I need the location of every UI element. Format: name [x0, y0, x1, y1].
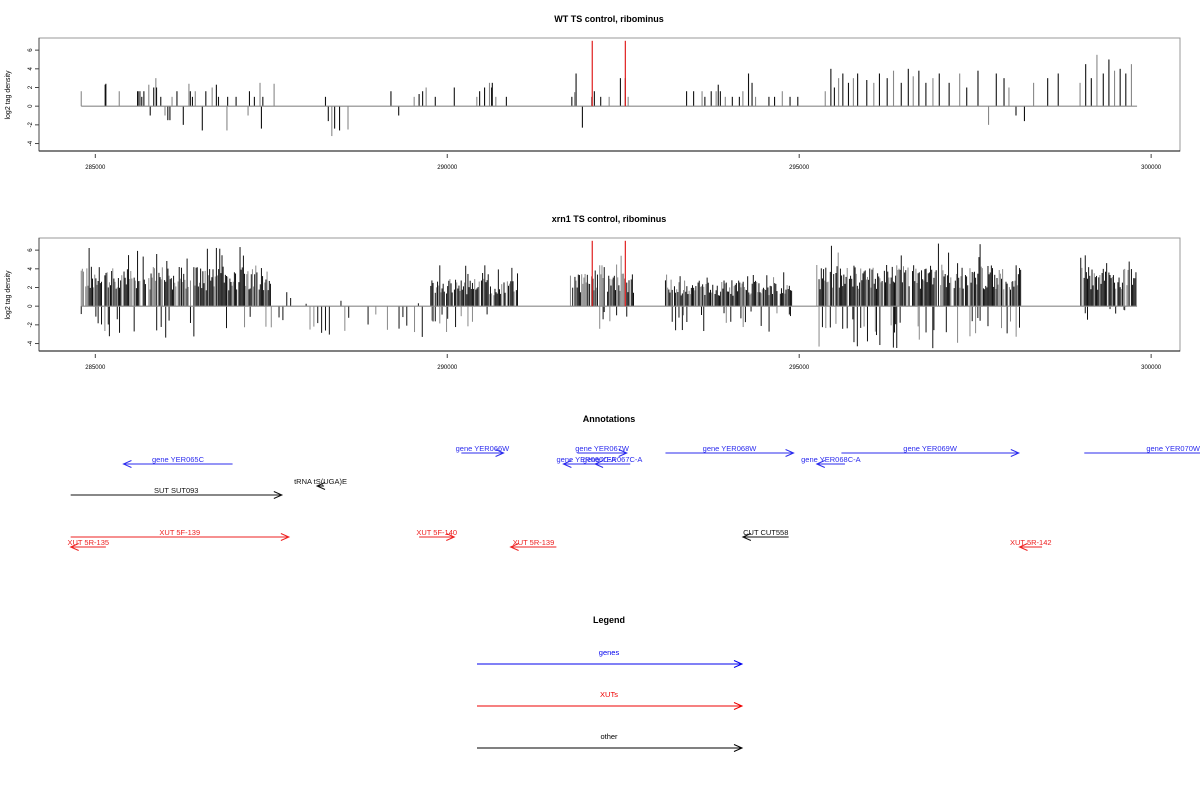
feature-label: gene YER068W	[703, 444, 758, 453]
y-tick-label: -2	[28, 322, 34, 328]
annotation-feature[interactable]: CUT CUT558	[741, 528, 789, 541]
x-tick-label: 300000	[1141, 365, 1162, 371]
arrow-head-right-icon	[273, 491, 284, 499]
feature-label: gene YER068C-A	[801, 455, 860, 464]
bars	[80, 40, 1138, 137]
arrow-head-right-icon	[280, 533, 291, 541]
annotation-feature[interactable]: gene YER068W	[665, 444, 795, 457]
y-tick-label: 6	[28, 248, 34, 252]
annotation-feature[interactable]: XUT 5R-135	[67, 538, 109, 551]
annotation-feature[interactable]: XUT 5R-142	[1010, 538, 1052, 551]
feature-label: XUT 5F-139	[159, 528, 200, 537]
arrow-head-right-icon	[446, 533, 456, 541]
x-tick-label: 285000	[85, 365, 106, 371]
annotation-feature[interactable]: gene YER069W	[841, 444, 1021, 457]
plot-title: WT TS control, ribominus	[554, 14, 664, 24]
annotation-feature[interactable]: gene YER067C-A	[583, 455, 642, 468]
feature-label: gene YER070W	[1146, 444, 1200, 453]
bars	[80, 240, 1138, 349]
feature-label: gene YER065C	[152, 455, 205, 464]
arrow-head-right-icon	[618, 449, 628, 457]
x-tick-label: 295000	[789, 165, 810, 171]
plot-xrn1: xrn1 TS control, ribominus log2 tag dens…	[5, 214, 1181, 371]
annotation-feature[interactable]: gene YER066W	[456, 444, 511, 457]
arrow-head-left-icon	[122, 460, 132, 468]
feature-label: tRNA tS(UGA)E	[294, 477, 347, 486]
feature-label: gene YER069W	[903, 444, 958, 453]
axes: -4 -2 0 2 4 6 285000 290000 295000 300000	[28, 237, 1181, 371]
y-tick-label: 4	[28, 266, 34, 270]
legend-item: other	[477, 732, 744, 752]
y-tick-label: 6	[28, 48, 34, 52]
arrow-head-left-icon	[509, 543, 519, 551]
arrow-head-right-icon	[733, 702, 744, 710]
arrow-head-right-icon	[733, 744, 744, 752]
y-tick-label: -4	[28, 140, 34, 146]
feature-label: XUT 5F-140	[416, 528, 457, 537]
legend-label: genes	[599, 648, 620, 657]
annotation-feature[interactable]: gene YER070W	[1084, 444, 1200, 454]
y-tick-label: 4	[28, 66, 34, 70]
annotation-feature[interactable]: XUT 5R-139	[509, 538, 557, 551]
plot-title: xrn1 TS control, ribominus	[552, 214, 667, 224]
y-tick-label: 0	[28, 304, 34, 308]
arrow-head-left-icon	[815, 460, 825, 468]
annotation-feature[interactable]: gene YER068C-A	[801, 455, 861, 468]
y-tick-label: -4	[28, 340, 34, 346]
y-axis-label: log2 tag density	[5, 270, 12, 320]
legend-items: genes XUTs other	[477, 648, 744, 752]
y-tick-label: 2	[28, 85, 34, 89]
x-tick-label: 285000	[85, 165, 106, 171]
feature-label: gene YER067C-A	[583, 455, 642, 464]
arrow-head-left-icon	[1018, 543, 1028, 551]
y-axis-label: log2 tag density	[5, 70, 12, 120]
annotation-feature[interactable]: XUT 5F-140	[416, 528, 457, 541]
x-tick-label: 300000	[1141, 165, 1162, 171]
arrow-head-right-icon	[785, 449, 795, 457]
x-tick-label: 295000	[789, 365, 810, 371]
annotation-feature[interactable]: tRNA tS(UGA)E	[294, 477, 347, 490]
axes: -4 -2 0 2 4 6 285000 290000 295000 300000	[28, 37, 1181, 171]
feature-label: CUT CUT558	[743, 528, 788, 537]
feature-label: gene YER066C-A	[557, 455, 616, 464]
arrow-head-left-icon	[593, 460, 604, 468]
plot-wt: WT TS control, ribominus log2 tag densit…	[5, 14, 1181, 171]
legend: Legend genes XUTs other	[477, 615, 744, 752]
feature-label: gene YER067W	[575, 444, 630, 453]
arrow-head-left-icon	[69, 543, 79, 551]
arrow-head-right-icon	[1010, 449, 1021, 457]
annotation-feature[interactable]: gene YER067W	[575, 444, 630, 457]
x-tick-label: 290000	[437, 365, 458, 371]
legend-item: XUTs	[477, 690, 744, 710]
feature-label: gene YER066W	[456, 444, 511, 453]
y-tick-label: -2	[28, 122, 34, 128]
legend-title: Legend	[593, 615, 625, 625]
y-tick-label: 2	[28, 285, 34, 289]
features: gene YER065C gene YER066W gene YER067W gene…	[67, 444, 1200, 551]
arrow-head-left-icon	[741, 533, 752, 541]
feature-label: XUT 5R-135	[67, 538, 109, 547]
annotations-title: Annotations	[583, 414, 636, 424]
legend-label: XUTs	[600, 690, 618, 699]
legend-item: genes	[477, 648, 744, 668]
x-tick-label: 290000	[437, 165, 458, 171]
annotation-feature[interactable]: SUT SUT093	[70, 486, 284, 499]
arrow-head-right-icon	[495, 449, 505, 457]
annotation-feature[interactable]: XUT 5F-139	[70, 528, 291, 541]
feature-label: XUT 5R-139	[513, 538, 555, 547]
arrow-head-right-icon	[733, 660, 744, 668]
arrow-head-left-icon	[562, 460, 572, 468]
feature-label: SUT SUT093	[154, 486, 198, 495]
feature-label: XUT 5R-142	[1010, 538, 1052, 547]
arrow-head-left-icon	[315, 482, 326, 490]
annotation-feature[interactable]: gene YER065C	[122, 455, 233, 468]
legend-label: other	[600, 732, 618, 741]
y-tick-label: 0	[28, 104, 34, 108]
